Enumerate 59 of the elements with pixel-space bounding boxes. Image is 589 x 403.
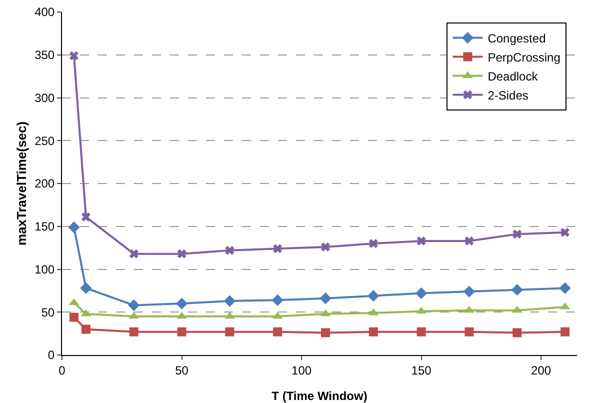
x-axis-title: T (Time Window) — [272, 389, 368, 403]
point — [416, 327, 426, 336]
x-tick-label: 100 — [292, 363, 312, 378]
y-tick-label: 400 — [34, 5, 55, 20]
x-tick-label: 0 — [58, 363, 66, 378]
point — [512, 230, 522, 239]
point — [177, 249, 186, 258]
point — [368, 290, 380, 302]
point — [512, 328, 522, 338]
x-tick-label: 200 — [531, 363, 552, 378]
point — [69, 51, 78, 60]
point — [320, 292, 332, 304]
point — [272, 294, 284, 306]
point — [560, 228, 570, 237]
y-tick-label: 250 — [34, 134, 55, 148]
point — [464, 327, 474, 336]
point — [273, 327, 282, 336]
point — [225, 246, 234, 255]
point — [68, 221, 80, 234]
y-tick-label: 350 — [34, 48, 55, 62]
point — [464, 236, 474, 246]
point — [81, 324, 90, 334]
y-tick-label: 150 — [34, 220, 55, 234]
point — [129, 249, 138, 258]
x-tick-label: 150 — [411, 363, 432, 378]
point — [273, 244, 282, 254]
point — [320, 242, 330, 252]
legend-label: 2-Sides — [488, 88, 528, 102]
point — [464, 306, 474, 313]
point — [559, 282, 571, 294]
point — [368, 239, 378, 248]
point — [176, 312, 187, 319]
point — [416, 236, 426, 246]
point — [80, 282, 92, 294]
y-axis-title: maxTravelTime(sec) — [14, 121, 29, 246]
x-tick-label: 50 — [175, 363, 189, 378]
point — [177, 327, 186, 336]
point — [81, 212, 90, 222]
y-tick-label: 200 — [34, 176, 55, 191]
point — [224, 295, 236, 307]
y-tick-label: 50 — [41, 305, 55, 320]
legend-label: Deadlock — [488, 69, 539, 84]
point — [415, 287, 428, 300]
point — [225, 327, 234, 336]
y-tick-label: 0 — [48, 348, 55, 362]
point — [416, 306, 426, 314]
point — [511, 284, 523, 296]
point — [129, 327, 138, 336]
y-tick-label: 100 — [34, 262, 55, 276]
point — [463, 286, 476, 298]
legend-label: PerpCrossing — [488, 50, 560, 64]
point — [368, 327, 378, 336]
point — [320, 328, 330, 338]
legend-label: Congested — [488, 31, 546, 46]
point — [128, 299, 140, 312]
point — [69, 312, 78, 322]
point — [176, 298, 188, 310]
point — [560, 327, 570, 336]
y-tick-label: 300 — [34, 90, 55, 105]
